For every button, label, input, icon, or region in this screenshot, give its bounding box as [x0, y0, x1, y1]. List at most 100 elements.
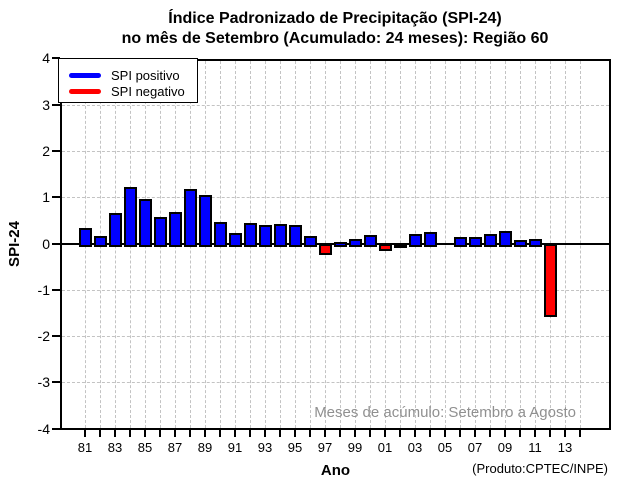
spi-bar-1989: [198, 194, 212, 247]
x-tick: [204, 430, 206, 437]
legend-item-positive: SPI positivo: [69, 67, 180, 83]
y-tick-label-4: 4: [42, 50, 50, 67]
x-tick-label-03: 03: [407, 440, 423, 455]
y-tick: [52, 149, 60, 152]
x-tick: [129, 430, 131, 437]
x-tick-label-87: 87: [167, 440, 183, 455]
spi-bar-2010: [513, 239, 527, 247]
x-tick: [234, 430, 236, 437]
spi-bar-2000: [363, 234, 377, 247]
spi-bar-2001: [378, 244, 392, 251]
x-tick: [159, 430, 161, 437]
spi-bar-1991: [228, 232, 242, 247]
x-tick-label-07: 07: [467, 440, 483, 455]
y-tick-label-1: 1: [42, 189, 50, 206]
y-tick: [52, 288, 60, 291]
x-tick-label-93: 93: [257, 440, 273, 455]
spi-bar-1994: [273, 223, 287, 247]
spi-bar-1999: [348, 238, 362, 247]
y-tick: [52, 196, 60, 199]
x-tick-label-81: 81: [77, 440, 93, 455]
x-tick: [324, 430, 326, 437]
y-tick: [52, 242, 60, 245]
spi-bar-2003: [408, 233, 422, 247]
x-tick-label-89: 89: [197, 440, 213, 455]
legend-item-negative: SPI negativo: [69, 84, 185, 99]
y-tick-label--4: -4: [37, 420, 50, 437]
x-tick: [219, 430, 221, 437]
y-tick-label-3: 3: [42, 96, 50, 113]
x-tick-label-99: 99: [347, 440, 363, 455]
spi-bar-2004: [423, 231, 437, 247]
positive-color-swatch: [69, 72, 101, 78]
spi-bar-1997: [318, 244, 332, 255]
x-tick-label-95: 95: [287, 440, 303, 455]
x-tick: [429, 430, 431, 437]
legend-box: SPI positivo SPI negativo: [58, 58, 198, 103]
x-tick: [414, 430, 416, 437]
spi-bar-1998: [333, 241, 347, 247]
y-tick-label--3: -3: [37, 374, 50, 391]
x-tick-label-91: 91: [227, 440, 243, 455]
spi-gridline: [62, 336, 609, 338]
x-tick: [579, 430, 581, 437]
x-tick: [519, 430, 521, 437]
spi-bar-1996: [303, 235, 317, 247]
spi-bar-2007: [468, 236, 482, 247]
x-tick: [489, 430, 491, 437]
y-tick: [52, 335, 60, 338]
y-tick-label--2: -2: [37, 328, 50, 345]
spi-bar-2008: [483, 233, 497, 247]
x-tick: [384, 430, 386, 437]
x-tick-label-97: 97: [317, 440, 333, 455]
spi-bar-1995: [288, 224, 302, 247]
y-tick: [52, 427, 60, 430]
x-tick-label-83: 83: [107, 440, 123, 455]
spi-bar-1982: [93, 235, 107, 247]
accumulation-months-note: Meses de acúmulo: Setembro a Agosto: [314, 404, 576, 421]
legend-label-positive: SPI positivo: [111, 67, 180, 83]
x-tick: [174, 430, 176, 437]
spi-gridline: [62, 197, 609, 199]
y-tick-label--1: -1: [37, 281, 50, 298]
spi-bar-2012: [543, 244, 557, 317]
spi-gridline: [62, 150, 609, 152]
x-tick-label-05: 05: [437, 440, 453, 455]
product-credit: (Produto:CPTEC/INPE): [472, 461, 608, 476]
x-tick: [189, 430, 191, 437]
x-tick: [369, 430, 371, 437]
spi-bar-1990: [213, 221, 227, 247]
x-tick: [144, 430, 146, 437]
chart-title-line2: no mês de Setembro (Acumulado: 24 meses)…: [121, 30, 549, 47]
spi-bar-2011: [528, 238, 542, 247]
spi-bar-1985: [138, 198, 152, 247]
x-tick: [564, 430, 566, 437]
x-tick-label-13: 13: [557, 440, 573, 455]
spi-bar-1983: [108, 212, 122, 247]
spi-bar-2002: [393, 244, 407, 248]
chart-title-line1: Índice Padronizado de Precipitação (SPI-…: [168, 10, 502, 27]
x-tick: [114, 430, 116, 437]
x-tick: [474, 430, 476, 437]
spi-gridline: [62, 382, 609, 384]
y-tick: [52, 103, 60, 106]
spi-bar-2006: [453, 236, 467, 247]
x-tick: [84, 430, 86, 437]
spi-bar-2009: [498, 230, 512, 247]
y-tick-label-0: 0: [42, 235, 50, 252]
spi-bar-1986: [153, 216, 167, 247]
x-tick: [339, 430, 341, 437]
x-tick: [294, 430, 296, 437]
x-tick: [279, 430, 281, 437]
negative-color-swatch: [69, 88, 101, 94]
spi-bar-1987: [168, 211, 182, 247]
spi-gridline: [62, 104, 609, 106]
x-tick: [309, 430, 311, 437]
x-tick-label-09: 09: [497, 440, 513, 455]
y-tick: [52, 381, 60, 384]
x-tick-label-11: 11: [528, 440, 542, 455]
x-tick: [444, 430, 446, 437]
spi-bar-1984: [123, 186, 137, 247]
x-tick-label-85: 85: [137, 440, 153, 455]
